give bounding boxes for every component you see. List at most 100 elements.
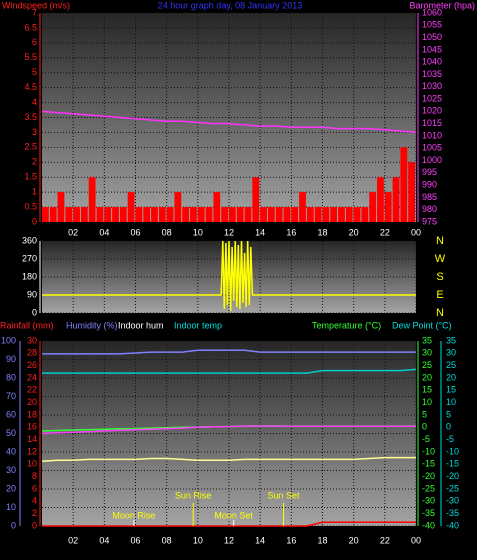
y2-tick-label: 1055 [422, 20, 442, 30]
bar [166, 207, 174, 222]
y-tick-label: 6.5 [24, 22, 37, 32]
x-tick-label: 22 [380, 227, 390, 237]
y3-tick-label: 20 [27, 397, 37, 407]
y2-tick-label: 985 [422, 192, 437, 202]
y2-tick-label: -5 [422, 434, 430, 444]
y4-tick-label: -30 [446, 496, 459, 506]
y2-tick-label: 30 [422, 348, 432, 358]
y2-tick-label: 1040 [422, 57, 442, 67]
bar [135, 207, 143, 222]
annotation: Sun Rise [175, 490, 212, 500]
x-tick-label: 16 [286, 227, 296, 237]
bar [65, 207, 73, 222]
y2-tick-label: 10 [422, 397, 432, 407]
bar [314, 207, 322, 222]
y4-tick-label: 20 [446, 372, 456, 382]
bar [306, 207, 314, 222]
bar [338, 207, 345, 222]
y-tick-label: 0.5 [24, 201, 37, 211]
y2-tick-label: 1035 [422, 69, 442, 79]
y3-tick-label: 10 [27, 459, 37, 469]
y-tick-label: 1.5 [24, 172, 37, 182]
y3-tick-label: 18 [27, 409, 37, 419]
bar [57, 192, 65, 222]
y-tick-label: 60 [6, 409, 16, 419]
legend-label: Indoor temp [174, 320, 222, 330]
legend-label: Windspeed (m/s) [2, 0, 70, 10]
y-tick-label: 2 [32, 157, 37, 167]
y2-tick-label: -35 [422, 508, 435, 518]
chart-title: 24 hour graph day, 08 January 2013 [158, 0, 302, 10]
bar [205, 207, 213, 222]
legend-label: Barometer (hpa) [409, 0, 475, 10]
x-tick-label: 00 [411, 535, 421, 545]
line [41, 425, 416, 435]
bar [408, 162, 415, 222]
y2-tick-label: 0 [422, 422, 427, 432]
y2-tick-label: N [436, 307, 444, 319]
annotation: Moon Set [214, 510, 253, 520]
bar [42, 207, 49, 222]
bar [244, 207, 252, 222]
bar [174, 192, 182, 222]
y4-tick-label: -35 [446, 508, 459, 518]
bar [96, 207, 104, 222]
y2-tick-label: -10 [422, 446, 435, 456]
y2-tick-label: 1060 [422, 7, 442, 17]
line [42, 240, 416, 312]
y2-tick-label: W [435, 253, 446, 265]
x-tick-label: 18 [317, 227, 327, 237]
y2-tick-label: 1005 [422, 143, 442, 153]
y3-tick-label: 6 [32, 483, 37, 493]
y-tick-label: 40 [6, 446, 16, 456]
y2-tick-label: 5 [422, 409, 427, 419]
y3-tick-label: 14 [27, 434, 37, 444]
y4-tick-label: -40 [446, 520, 459, 530]
bar [236, 207, 244, 222]
y3-tick-label: 28 [27, 348, 37, 358]
bar [353, 207, 361, 222]
x-tick-label: 18 [317, 535, 327, 545]
y3-tick-label: 24 [27, 372, 37, 382]
x-tick-label: 22 [380, 535, 390, 545]
x-tick-label: 14 [255, 535, 265, 545]
bar [275, 207, 283, 222]
y2-tick-label: 1050 [422, 32, 442, 42]
bar [143, 207, 151, 222]
y-tick-label: 90 [6, 354, 16, 364]
y2-tick-label: 20 [422, 372, 432, 382]
bar [283, 207, 291, 222]
x-tick-label: 00 [411, 227, 421, 237]
x-tick-label: 10 [193, 535, 203, 545]
x-tick-label: 02 [68, 535, 78, 545]
bar [151, 207, 158, 222]
y-tick-label: 6 [32, 37, 37, 47]
legend-label: Dew Point (°C) [392, 320, 452, 330]
y2-tick-label: 980 [422, 204, 437, 214]
y-tick-label: 0 [32, 307, 37, 317]
y2-tick-label: 975 [422, 216, 437, 226]
y-tick-label: 20 [6, 483, 16, 493]
bar [112, 207, 119, 222]
y4-tick-label: -10 [446, 446, 459, 456]
y2-tick-label: 1015 [422, 118, 442, 128]
y-tick-label: 1 [32, 187, 37, 197]
y2-tick-label: -15 [422, 459, 435, 469]
bar [392, 177, 400, 222]
y-tick-label: 3.5 [24, 112, 37, 122]
y-tick-label: 80 [6, 372, 16, 382]
y-tick-label: 50 [6, 428, 16, 438]
y-tick-label: 5 [32, 67, 37, 77]
y2-tick-label: 1030 [422, 81, 442, 91]
y3-tick-label: 16 [27, 422, 37, 432]
y4-tick-label: 0 [446, 422, 451, 432]
y2-tick-label: E [436, 289, 443, 301]
y-tick-label: 90 [27, 289, 37, 299]
bar [197, 207, 205, 222]
y4-tick-label: 5 [446, 409, 451, 419]
y4-tick-label: 25 [446, 360, 456, 370]
x-tick-label: 14 [255, 227, 265, 237]
y2-tick-label: S [436, 271, 443, 283]
